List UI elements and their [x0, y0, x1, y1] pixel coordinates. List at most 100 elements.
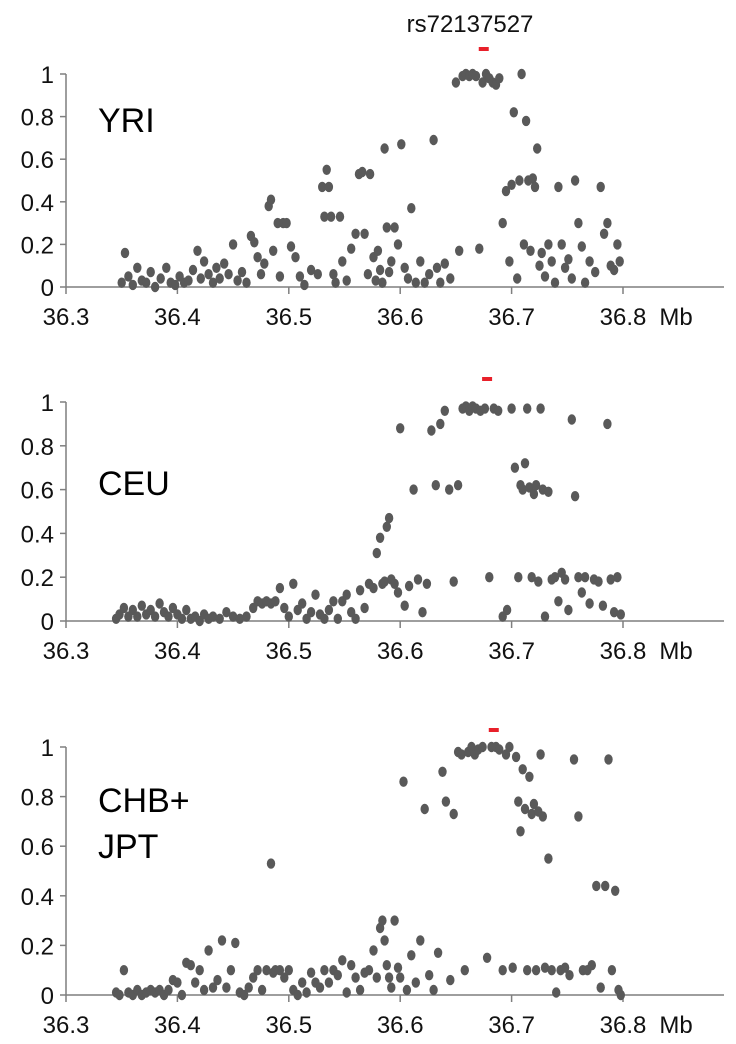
x-tick-label: 36.7: [488, 1012, 535, 1039]
data-point: [569, 754, 579, 765]
data-point: [616, 989, 625, 1001]
data-point: [286, 241, 296, 252]
population-label-line: YRI: [98, 102, 155, 140]
data-point: [413, 574, 423, 585]
data-point: [501, 185, 511, 197]
data-point: [177, 989, 187, 1001]
population-label: YRI: [98, 102, 155, 140]
data-point: [182, 604, 191, 616]
data-point: [396, 423, 405, 434]
data-point: [585, 598, 594, 609]
data-point: [498, 217, 507, 229]
data-point: [208, 611, 218, 622]
data-point: [244, 982, 253, 993]
data-point: [577, 241, 586, 252]
data-point: [407, 203, 416, 214]
data-point: [351, 228, 360, 239]
data-point: [384, 512, 394, 524]
data-point: [449, 576, 458, 587]
data-point: [355, 984, 365, 996]
data-point: [338, 256, 347, 267]
data-point: [533, 143, 542, 154]
data-point: [615, 256, 624, 267]
y-tick-label: 0.4: [21, 190, 54, 217]
data-point: [407, 950, 416, 961]
data-point: [257, 984, 267, 996]
data-point: [523, 965, 532, 976]
data-point: [451, 77, 461, 88]
data-point: [262, 965, 271, 976]
data-point: [372, 547, 381, 559]
y-tick-label: 0.6: [21, 147, 54, 174]
data-point: [318, 181, 327, 193]
data-point: [416, 935, 425, 946]
data-point: [208, 982, 218, 993]
data-point: [335, 211, 345, 222]
data-point: [520, 458, 530, 469]
data-point: [155, 598, 164, 609]
data-point: [150, 281, 160, 293]
data-point: [293, 989, 302, 1001]
data-point: [364, 965, 374, 976]
data-point: [609, 607, 619, 618]
data-point: [242, 277, 251, 288]
data-point: [333, 613, 342, 624]
data-point: [396, 972, 405, 983]
population-label: CEU: [98, 465, 170, 503]
data-point: [360, 602, 369, 614]
data-point: [220, 258, 229, 269]
data-point: [369, 945, 378, 956]
population-label-line: JPT: [98, 828, 158, 866]
data-point: [156, 273, 165, 284]
data-point: [591, 266, 600, 278]
data-point: [250, 237, 259, 248]
data-point: [587, 960, 596, 971]
data-point: [300, 279, 309, 291]
data-point: [399, 776, 408, 787]
data-point: [601, 880, 610, 892]
snp-marker: [482, 377, 493, 381]
data-point: [574, 217, 583, 229]
data-point: [320, 965, 329, 976]
x-tick-label: 36.5: [265, 304, 312, 331]
data-point: [440, 405, 449, 416]
data-point: [275, 965, 285, 976]
data-point: [514, 572, 523, 583]
data-point: [289, 578, 298, 589]
data-point: [606, 574, 615, 585]
data-point: [613, 239, 622, 250]
data-point: [514, 796, 523, 807]
population-label-line: CHB+: [98, 782, 190, 820]
data-point: [495, 73, 504, 84]
data-point: [528, 173, 537, 184]
data-point: [594, 576, 603, 587]
data-point: [371, 275, 380, 286]
data-point: [560, 262, 570, 273]
data-point: [324, 604, 334, 616]
data-point: [275, 582, 285, 594]
data-point: [570, 491, 580, 502]
data-point: [119, 602, 129, 614]
panel-chb-jpt: 0 0.2 0.4 0.6 0.8 1 36.3 36.4 36.5 36.6 36.7 36.8 Mb…: [21, 728, 724, 1039]
data-point: [358, 166, 367, 178]
data-point: [480, 403, 490, 414]
data-point: [560, 962, 570, 973]
data-point: [517, 68, 526, 80]
data-point: [523, 403, 532, 414]
data-point: [378, 277, 387, 288]
data-point: [375, 264, 385, 276]
data-point: [607, 965, 617, 976]
data-point: [526, 245, 535, 256]
data-point: [432, 262, 442, 273]
data-point: [329, 269, 338, 280]
data-point: [425, 269, 434, 280]
data-point: [557, 239, 566, 250]
data-point: [315, 982, 325, 993]
data-point: [173, 977, 182, 988]
data-point: [351, 972, 360, 983]
data-point: [215, 613, 224, 624]
data-point: [429, 134, 438, 146]
data-point: [393, 587, 403, 598]
data-point: [375, 532, 385, 543]
data-point: [177, 613, 187, 624]
